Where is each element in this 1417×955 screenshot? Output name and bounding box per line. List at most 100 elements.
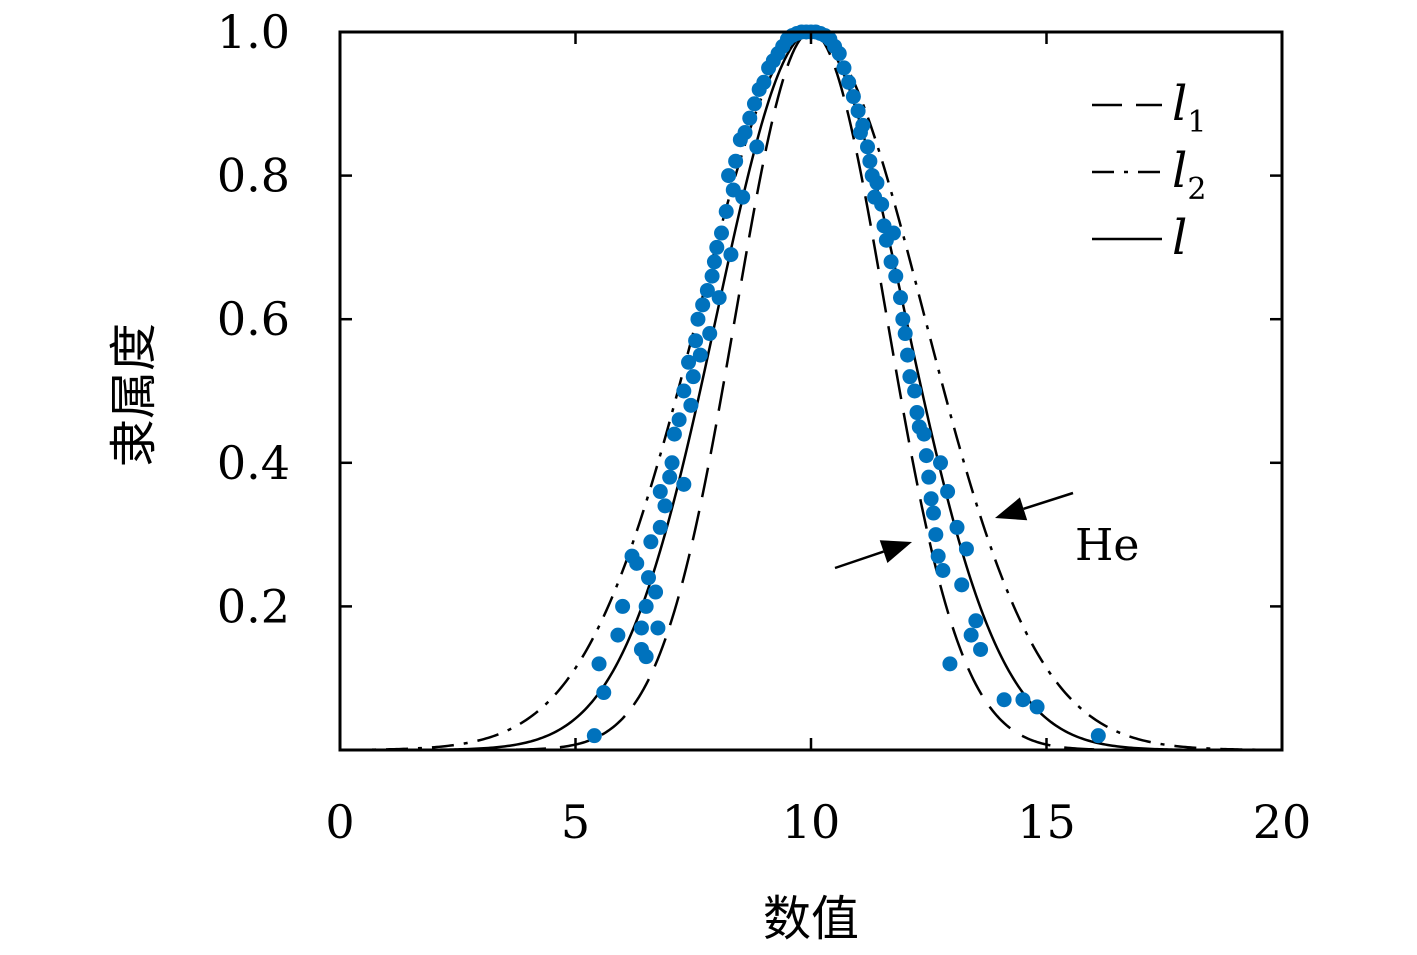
scatter-point — [652, 519, 668, 535]
scatter-point — [676, 383, 692, 399]
scatter-point — [860, 139, 876, 155]
scatter-point — [973, 641, 989, 657]
curves-layer — [339, 30, 1283, 752]
scatter-point — [650, 620, 666, 636]
scatter-point — [925, 505, 941, 521]
scatter-point — [831, 46, 847, 62]
y-tick-label: 0.2 — [217, 579, 290, 633]
x-tick-label: 10 — [782, 795, 841, 849]
scatter-point — [942, 656, 958, 672]
annotation-label: He — [1075, 520, 1139, 571]
scatter-point — [850, 103, 866, 119]
scatter-point — [638, 649, 654, 665]
scatter-point — [921, 469, 937, 485]
scatter-point — [885, 225, 901, 241]
scatter-point — [918, 448, 934, 464]
scatter-point — [836, 60, 852, 76]
scatter-point — [949, 519, 965, 535]
scatter-point — [1015, 692, 1031, 708]
scatter-point — [888, 268, 904, 284]
x-tick-label: 15 — [1017, 795, 1076, 849]
scatter-point — [841, 74, 857, 90]
scatter-point — [704, 268, 720, 284]
scatter-point — [746, 96, 762, 112]
scatter-point — [648, 584, 664, 600]
scatter-point — [706, 254, 722, 270]
scatter-point — [1090, 728, 1106, 744]
plot-frame — [338, 30, 1284, 752]
scatter-point — [711, 290, 727, 306]
scatter-point — [596, 685, 612, 701]
scatter-point — [723, 247, 739, 263]
scatter-point — [735, 189, 751, 205]
scatter-point — [756, 74, 772, 90]
annotation-arrow-right — [1023, 491, 1074, 511]
scatter-point — [737, 125, 753, 141]
y-tick-label: 0.6 — [217, 292, 290, 346]
scatter-point — [591, 656, 607, 672]
scatter-point — [749, 139, 765, 155]
scatter-point — [688, 333, 704, 349]
x-tick-label: 20 — [1253, 795, 1312, 849]
scatter-point — [954, 577, 970, 593]
scatter-point — [900, 347, 916, 363]
scatter-point — [928, 527, 944, 543]
scatter-point — [1029, 699, 1045, 715]
annotation-arrowhead-right — [995, 497, 1028, 521]
scatter-point — [676, 476, 692, 492]
scatter-point — [615, 598, 631, 614]
ticks-layer — [340, 32, 1282, 750]
legend-label-l1: l1 — [1172, 76, 1206, 140]
scatter-point — [695, 297, 711, 313]
scatter-point — [892, 290, 908, 306]
scatter-point — [629, 555, 645, 571]
scatter-point — [683, 397, 699, 413]
curve-l — [340, 30, 1282, 752]
scatter-point — [662, 469, 678, 485]
y-axis-label: 隶属度 — [106, 323, 162, 467]
annotation-arrow-left — [834, 550, 884, 570]
legend-label-l2: l2 — [1172, 143, 1206, 207]
scatter-point — [664, 455, 680, 471]
scatter-point — [709, 239, 725, 255]
legend-label-l: l — [1172, 210, 1187, 266]
scatter-point — [610, 627, 626, 643]
scatter-point — [845, 89, 861, 105]
scatter-point — [883, 254, 899, 270]
scatter-point — [685, 369, 701, 385]
x-tick-label: 0 — [325, 795, 354, 849]
scatter-layer — [586, 24, 1106, 744]
scatter-point — [996, 692, 1012, 708]
x-axis-label: 数值 — [763, 891, 859, 947]
scatter-point — [742, 110, 758, 126]
y-tick-label: 0.4 — [217, 436, 290, 490]
scatter-point — [666, 426, 682, 442]
scatter-point — [638, 598, 654, 614]
scatter-point — [869, 175, 885, 191]
scatter-point — [916, 426, 932, 442]
scatter-point — [681, 354, 697, 370]
he-annotation: He — [834, 491, 1139, 571]
scatter-point — [855, 117, 871, 133]
scatter-point — [690, 311, 706, 327]
scatter-point — [902, 369, 918, 385]
scatter-point — [935, 563, 951, 578]
scatter-point — [963, 627, 979, 643]
x-tick-label: 5 — [561, 795, 590, 849]
curve-l2 — [339, 30, 1283, 752]
scatter-point — [718, 204, 734, 219]
scatter-point — [930, 548, 946, 564]
scatter-point — [895, 311, 911, 327]
y-tick-label: 0.8 — [217, 149, 290, 203]
scatter-point — [958, 541, 974, 557]
scatter-point — [702, 326, 718, 342]
scatter-point — [909, 405, 925, 421]
scatter-point — [641, 570, 656, 586]
scatter-point — [968, 613, 984, 629]
scatter-point — [728, 153, 744, 169]
annotation-arrowhead-left — [879, 540, 912, 563]
scatter-point — [699, 282, 715, 298]
scatter-point — [652, 484, 668, 500]
tick-labels-layer: 0 5 10 15 20 0.2 0.4 0.6 0.8 1.0 — [217, 5, 1311, 849]
